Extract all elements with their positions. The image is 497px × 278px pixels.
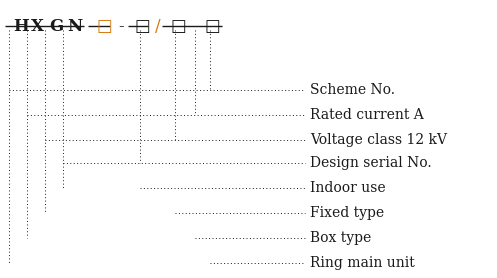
- Text: Indoor use: Indoor use: [310, 181, 386, 195]
- Text: Fixed type: Fixed type: [310, 206, 384, 220]
- Text: -: -: [118, 18, 124, 35]
- Text: H: H: [13, 18, 29, 35]
- Text: □: □: [170, 18, 186, 35]
- Text: N: N: [67, 18, 82, 35]
- Text: G: G: [49, 18, 63, 35]
- Text: Rated current A: Rated current A: [310, 108, 424, 122]
- Text: /: /: [155, 18, 161, 35]
- Text: □: □: [204, 18, 220, 35]
- Text: -: -: [190, 18, 196, 35]
- Text: Voltage class 12 kV: Voltage class 12 kV: [310, 133, 447, 147]
- Text: Ring main unit: Ring main unit: [310, 256, 415, 270]
- Text: X: X: [31, 18, 44, 35]
- Text: Scheme No.: Scheme No.: [310, 83, 395, 97]
- Text: Design serial No.: Design serial No.: [310, 156, 431, 170]
- Text: □: □: [135, 18, 151, 35]
- Text: Box type: Box type: [310, 231, 371, 245]
- Text: □: □: [97, 18, 113, 35]
